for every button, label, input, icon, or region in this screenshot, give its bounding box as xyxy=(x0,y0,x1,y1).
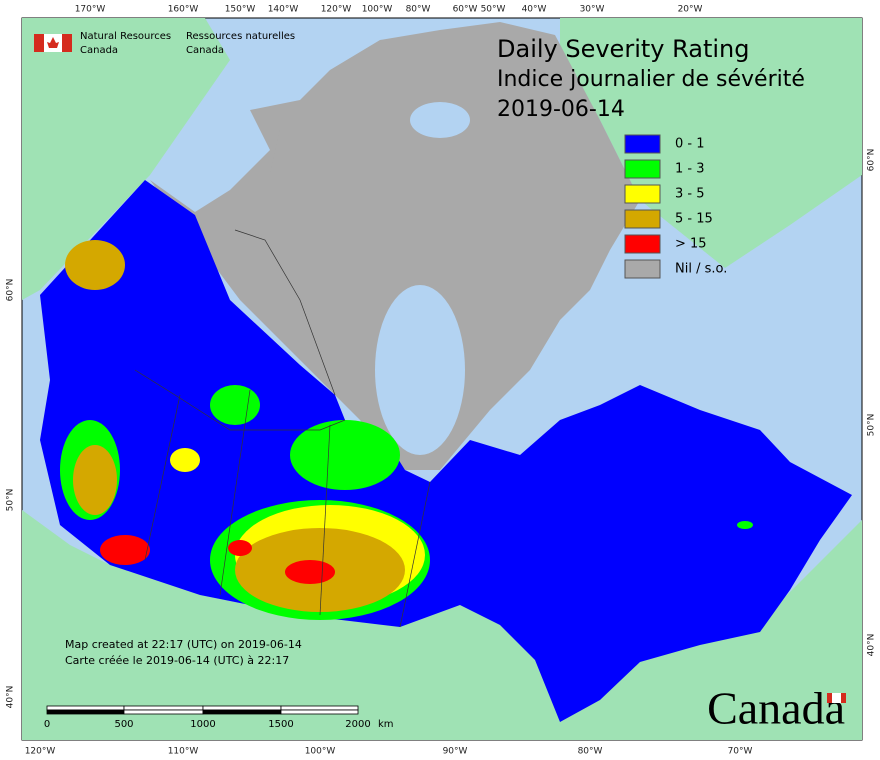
longitude-label: 170°W xyxy=(75,5,106,15)
border xyxy=(144,394,181,561)
scale-segment xyxy=(46,705,125,711)
arctic-island xyxy=(270,120,330,175)
longitude-label: 140°W xyxy=(268,5,299,15)
patch xyxy=(737,521,753,529)
legend-label: Nil / s.o. xyxy=(675,262,727,277)
latitude-label: 50°N xyxy=(867,414,877,437)
longitude-label: 120°W xyxy=(25,747,56,757)
patch xyxy=(100,535,150,565)
longitude-label: 40°W xyxy=(522,5,547,15)
longitude-label: 80°W xyxy=(578,747,603,757)
legend-swatch xyxy=(624,159,661,179)
latitude-label: 60°N xyxy=(6,279,16,302)
legend-label: 5 - 15 xyxy=(675,212,713,227)
border xyxy=(319,424,331,616)
patch xyxy=(290,420,400,490)
legend-label: 1 - 3 xyxy=(675,162,705,177)
legend-swatch xyxy=(624,134,661,154)
wordmark-flag xyxy=(827,693,846,703)
scale-label: 2000 xyxy=(345,719,370,730)
title: Daily Severity Rating xyxy=(497,35,749,63)
agency-fr: Canada xyxy=(186,45,224,56)
patch xyxy=(210,385,260,425)
greenland xyxy=(560,18,862,268)
scale-segment xyxy=(123,709,204,715)
flag-band xyxy=(34,34,44,52)
patch xyxy=(65,240,125,290)
scale-segment xyxy=(202,709,282,715)
patch xyxy=(228,540,252,556)
longitude-label: 150°W xyxy=(225,5,256,15)
channel xyxy=(410,102,470,138)
latitude-label: 40°N xyxy=(6,686,16,709)
scale-unit: km xyxy=(378,719,394,730)
longitude-label: 100°W xyxy=(305,747,336,757)
usa xyxy=(22,510,862,740)
flag-band xyxy=(841,693,846,703)
scale-segment xyxy=(280,705,359,711)
flag-band xyxy=(827,693,832,703)
flag-band xyxy=(62,34,72,52)
border xyxy=(219,389,251,596)
scale-label: 1500 xyxy=(268,719,293,730)
legend-label: 3 - 5 xyxy=(675,187,705,202)
longitude-label: 100°W xyxy=(362,5,393,15)
patch xyxy=(285,560,335,584)
latitude-label: 60°N xyxy=(867,149,877,172)
longitude-label: 90°W xyxy=(443,747,468,757)
note: Map created at 22:17 (UTC) on 2019-06-14 xyxy=(65,638,302,651)
title: Indice journalier de sévérité xyxy=(497,67,805,92)
longitude-label: 110°W xyxy=(168,747,199,757)
wordmark: Canada xyxy=(707,683,845,734)
borders xyxy=(134,229,431,628)
scale-segment xyxy=(202,705,282,711)
latitude-label: 40°N xyxy=(867,634,877,657)
border xyxy=(234,229,336,396)
legend-swatch xyxy=(624,209,661,229)
longitude-label: 30°W xyxy=(580,5,605,15)
agency-en: Canada xyxy=(80,45,118,56)
legend-swatch xyxy=(624,259,661,279)
longitude-label: 120°W xyxy=(321,5,352,15)
patch xyxy=(73,445,117,515)
legend-swatch xyxy=(624,234,661,254)
agency-en: Natural Resources xyxy=(80,31,171,42)
border xyxy=(134,369,346,431)
longitude-label: 20°W xyxy=(678,5,703,15)
flag xyxy=(34,34,72,52)
maple-leaf xyxy=(47,37,59,48)
scale-segment xyxy=(123,705,204,711)
longitude-label: 160°W xyxy=(168,5,199,15)
alaska xyxy=(22,18,230,300)
longitude-label: 80°W xyxy=(406,5,431,15)
longitude-label: 60°W xyxy=(453,5,478,15)
scale-label: 1000 xyxy=(190,719,215,730)
scale-segment xyxy=(46,709,125,715)
agency-fr: Ressources naturelles xyxy=(186,31,295,42)
scale-label: 500 xyxy=(114,719,133,730)
scale-label: 0 xyxy=(44,719,50,730)
border xyxy=(399,481,431,628)
latitude-label: 50°N xyxy=(6,489,16,512)
legend-swatch xyxy=(624,184,661,204)
patch xyxy=(170,448,200,472)
longitude-label: 70°W xyxy=(728,747,753,757)
legend-label: 0 - 1 xyxy=(675,137,705,152)
scale-segment xyxy=(280,709,359,715)
legend-label: > 15 xyxy=(675,237,707,252)
title: 2019-06-14 xyxy=(497,97,625,122)
arctic xyxy=(150,22,640,470)
note: Carte créée le 2019-06-14 (UTC) à 22:17 xyxy=(65,654,289,667)
flag-field xyxy=(832,693,841,703)
longitude-label: 50°W xyxy=(481,5,506,15)
hudson-bay xyxy=(375,285,465,455)
